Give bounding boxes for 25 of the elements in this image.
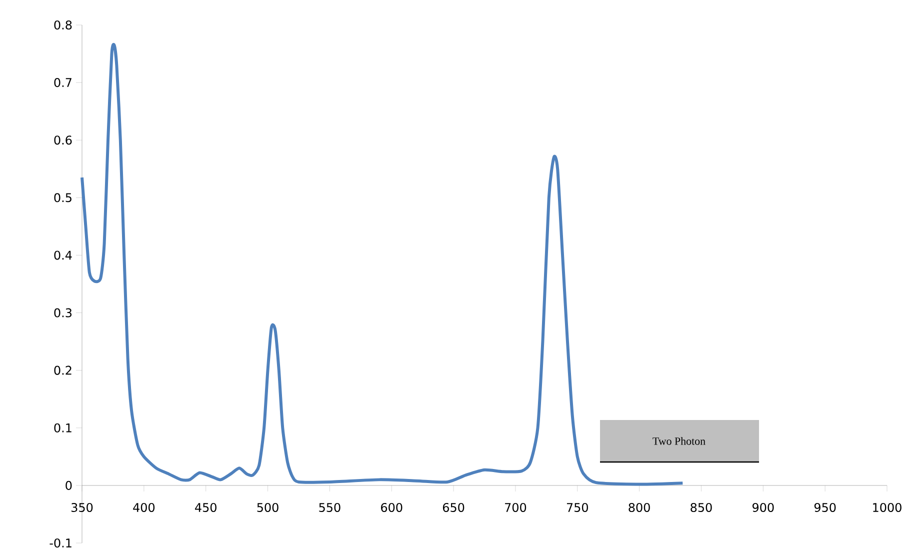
y-tick-label: 0.4 — [54, 250, 72, 260]
x-tick-label: 550 — [319, 502, 340, 512]
y-tick-label: -0.1 — [50, 538, 72, 548]
y-tick-label: 0.3 — [54, 308, 72, 318]
x-tick-label: 800 — [628, 502, 650, 512]
y-tick-label: 0.8 — [54, 20, 72, 30]
x-tick-label: 500 — [257, 502, 278, 512]
x-tick-label: 350 — [72, 502, 93, 512]
y-tick-label: 0.6 — [54, 136, 72, 145]
x-tick-label: 400 — [133, 502, 155, 512]
annotation: Two Photon — [652, 437, 706, 445]
x-tick-label: 1000 — [873, 502, 902, 512]
y-tick-label: 0.2 — [54, 366, 72, 375]
x-tick-label: 600 — [381, 502, 402, 512]
x-tick-label: 900 — [752, 502, 774, 512]
x-tick-label: 650 — [442, 502, 464, 512]
x-tick-label: 750 — [566, 502, 588, 512]
x-tick-label: 950 — [814, 502, 836, 512]
y-tick-label: 0.5 — [54, 193, 72, 202]
x-tick-label: 700 — [505, 502, 526, 512]
y-tick-label: 0 — [66, 480, 72, 490]
y-tick-label: 0.1 — [54, 423, 72, 432]
x-tick-label: 850 — [690, 502, 712, 512]
x-tick-label: 450 — [195, 502, 216, 512]
y-tick-label: 0.7 — [54, 78, 72, 88]
